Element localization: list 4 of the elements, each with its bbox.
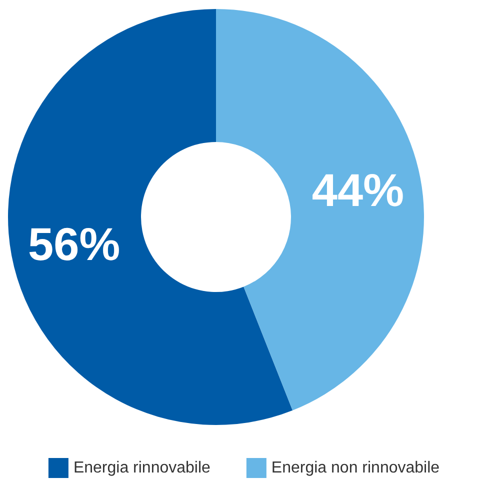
legend-label: Energia non rinnovabile — [271, 460, 440, 476]
data-label: 56% — [28, 218, 120, 270]
data-label: 44% — [312, 164, 404, 216]
legend-label: Energia rinnovabile — [73, 460, 211, 476]
